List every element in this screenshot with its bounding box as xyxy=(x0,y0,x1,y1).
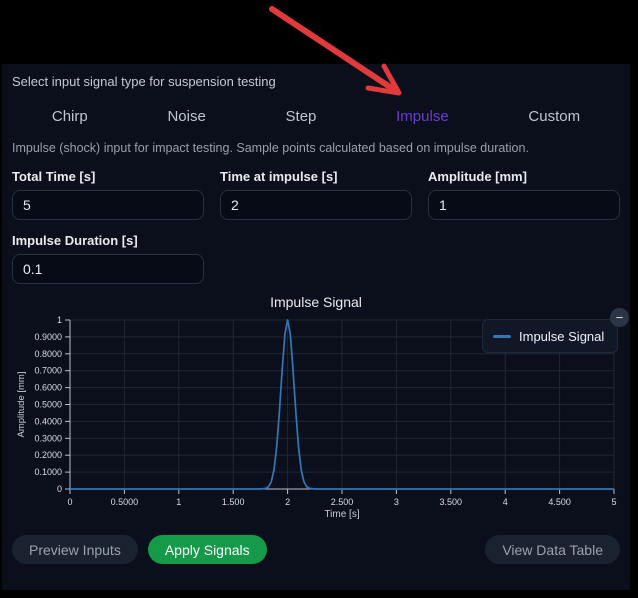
svg-text:0.5000: 0.5000 xyxy=(111,497,139,507)
signal-config-panel: Select input signal type for suspension … xyxy=(2,64,630,590)
svg-text:2.500: 2.500 xyxy=(331,497,354,507)
legend-collapse-button[interactable]: − xyxy=(610,308,629,327)
legend-line-swatch xyxy=(493,334,511,338)
field-amplitude: Amplitude [mm] xyxy=(428,169,620,220)
view-data-table-button[interactable]: View Data Table xyxy=(485,535,620,564)
svg-text:0.1000: 0.1000 xyxy=(34,467,62,477)
tab-noise[interactable]: Noise xyxy=(167,107,206,125)
x-axis-label: Time [s] xyxy=(324,509,359,520)
svg-text:0.2000: 0.2000 xyxy=(34,450,62,460)
svg-text:0.4000: 0.4000 xyxy=(34,416,62,426)
impulse-duration-label: Impulse Duration [s] xyxy=(12,233,138,248)
svg-text:5: 5 xyxy=(611,497,616,507)
y-axis-ticks: 0 0.1000 0.2000 0.3000 0.4000 0.5000 0.6000 0.7… xyxy=(34,315,70,494)
field-impulse-duration: Impulse Duration [s] xyxy=(12,233,204,284)
impulse-duration-input[interactable] xyxy=(12,254,204,284)
y-axis-label: Amplitude [mm] xyxy=(16,372,27,438)
svg-text:0: 0 xyxy=(57,484,62,494)
chart-legend[interactable]: Impulse Signal xyxy=(482,319,618,353)
tab-step[interactable]: Step xyxy=(285,107,317,125)
svg-text:2: 2 xyxy=(285,497,290,507)
time-at-impulse-input[interactable] xyxy=(220,190,412,220)
svg-text:1: 1 xyxy=(57,315,62,325)
svg-text:0.9000: 0.9000 xyxy=(34,332,62,342)
panel-intro-text: Select input signal type for suspension … xyxy=(12,74,276,89)
svg-text:0: 0 xyxy=(67,497,72,507)
total-time-label: Total Time [s] xyxy=(12,169,96,184)
chart-title: Impulse Signal xyxy=(270,294,362,310)
svg-text:1.500: 1.500 xyxy=(222,497,245,507)
amplitude-input[interactable] xyxy=(428,190,620,220)
total-time-input[interactable] xyxy=(12,190,204,220)
amplitude-label: Amplitude [mm] xyxy=(428,169,527,184)
action-buttons: Preview Inputs Apply Signals View Data T… xyxy=(12,535,620,564)
preview-inputs-button[interactable]: Preview Inputs xyxy=(12,535,138,564)
field-time-at-impulse: Time at impulse [s] xyxy=(220,169,412,220)
svg-text:1: 1 xyxy=(176,497,181,507)
apply-signals-button[interactable]: Apply Signals xyxy=(147,535,267,564)
svg-text:0.5000: 0.5000 xyxy=(34,400,62,410)
svg-text:0.8000: 0.8000 xyxy=(34,349,62,359)
svg-text:3.500: 3.500 xyxy=(440,497,463,507)
tab-chirp[interactable]: Chirp xyxy=(51,107,88,125)
svg-text:4.500: 4.500 xyxy=(548,497,571,507)
signal-description: Impulse (shock) input for impact testing… xyxy=(12,141,529,155)
svg-text:0.6000: 0.6000 xyxy=(34,383,62,393)
tab-custom[interactable]: Custom xyxy=(528,107,581,125)
series-line-impulse-signal xyxy=(70,319,614,490)
svg-text:0.7000: 0.7000 xyxy=(34,366,62,376)
impulse-chart-area: 0 0.5000 1 1.500 2 2.500 3 3.500 4 4.500 5 0 0.1000 0… xyxy=(12,308,629,527)
field-total-time: Total Time [s] xyxy=(12,169,204,220)
svg-text:3: 3 xyxy=(394,497,399,507)
svg-text:4: 4 xyxy=(503,497,508,507)
signal-type-tabs: Chirp Noise Step Impulse Custom xyxy=(12,99,620,133)
parameter-fields: Total Time [s] Time at impulse [s] Ampli… xyxy=(12,169,620,284)
time-at-impulse-label: Time at impulse [s] xyxy=(220,169,338,184)
svg-text:0.3000: 0.3000 xyxy=(34,433,62,443)
legend-label: Impulse Signal xyxy=(519,328,605,344)
x-axis-ticks: 0 0.5000 1 1.500 2 2.500 3 3.500 4 4.500 5 xyxy=(67,489,617,507)
tab-impulse[interactable]: Impulse xyxy=(396,107,449,125)
